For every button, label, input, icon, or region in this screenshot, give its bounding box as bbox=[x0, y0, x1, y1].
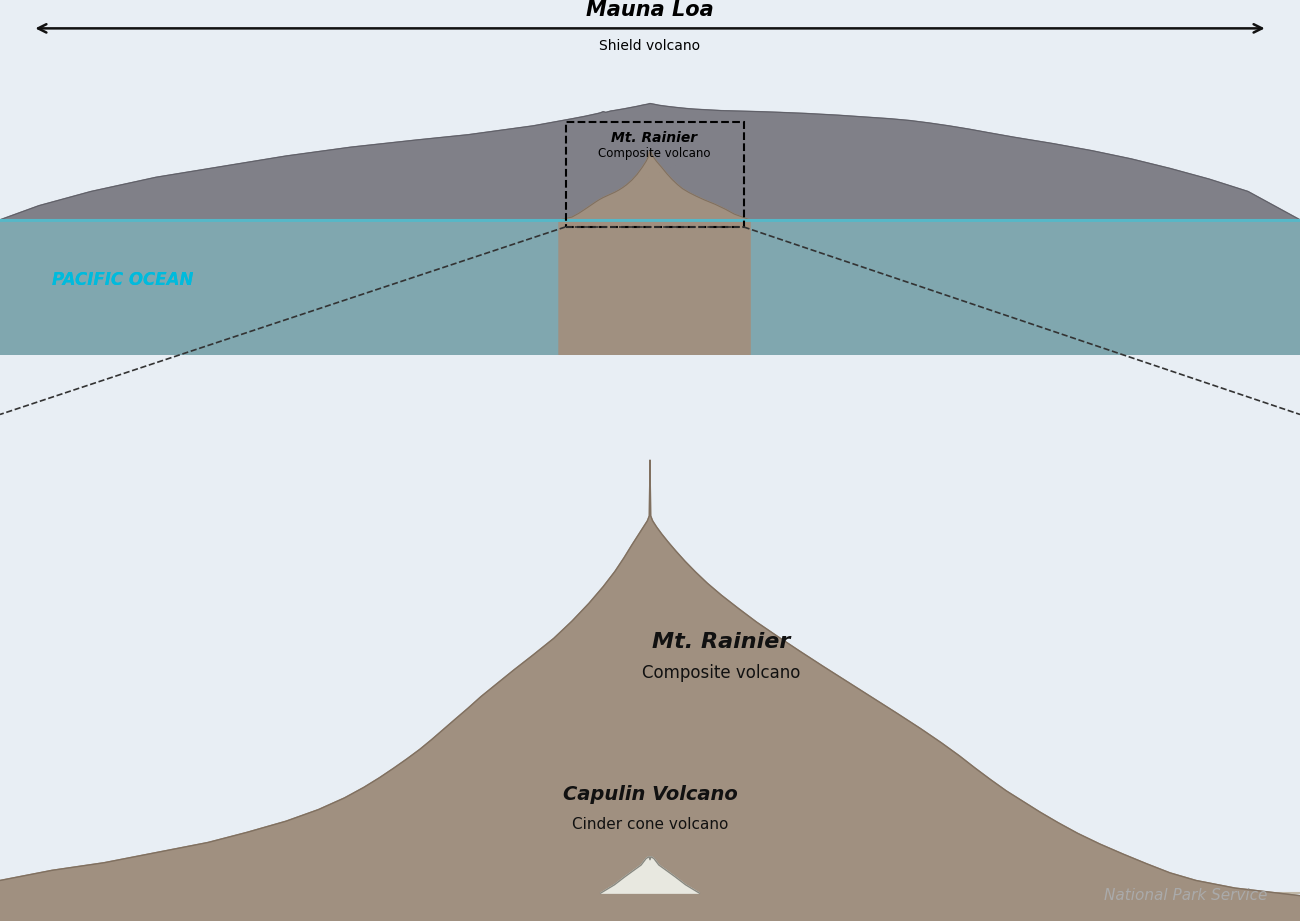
Text: Mt. Rainier: Mt. Rainier bbox=[653, 633, 790, 652]
Polygon shape bbox=[0, 460, 1300, 921]
Text: Cinder cone volcano: Cinder cone volcano bbox=[572, 817, 728, 833]
Text: Capulin Volcano: Capulin Volcano bbox=[563, 785, 737, 804]
Text: PACIFIC OCEAN: PACIFIC OCEAN bbox=[52, 272, 194, 289]
Text: National Park Service: National Park Service bbox=[1104, 888, 1268, 904]
Text: Mt. Rainier: Mt. Rainier bbox=[611, 131, 698, 146]
Polygon shape bbox=[0, 103, 1300, 355]
Text: Shield volcano: Shield volcano bbox=[599, 39, 701, 53]
Polygon shape bbox=[0, 220, 1300, 355]
Text: Composite volcano: Composite volcano bbox=[642, 664, 801, 682]
Polygon shape bbox=[0, 220, 1300, 355]
Text: Mauna Loa: Mauna Loa bbox=[586, 0, 714, 19]
Text: Composite volcano: Composite volcano bbox=[598, 147, 711, 160]
Polygon shape bbox=[559, 151, 750, 355]
Text: PACIFIC OCEAN: PACIFIC OCEAN bbox=[52, 272, 194, 289]
Polygon shape bbox=[601, 857, 699, 893]
